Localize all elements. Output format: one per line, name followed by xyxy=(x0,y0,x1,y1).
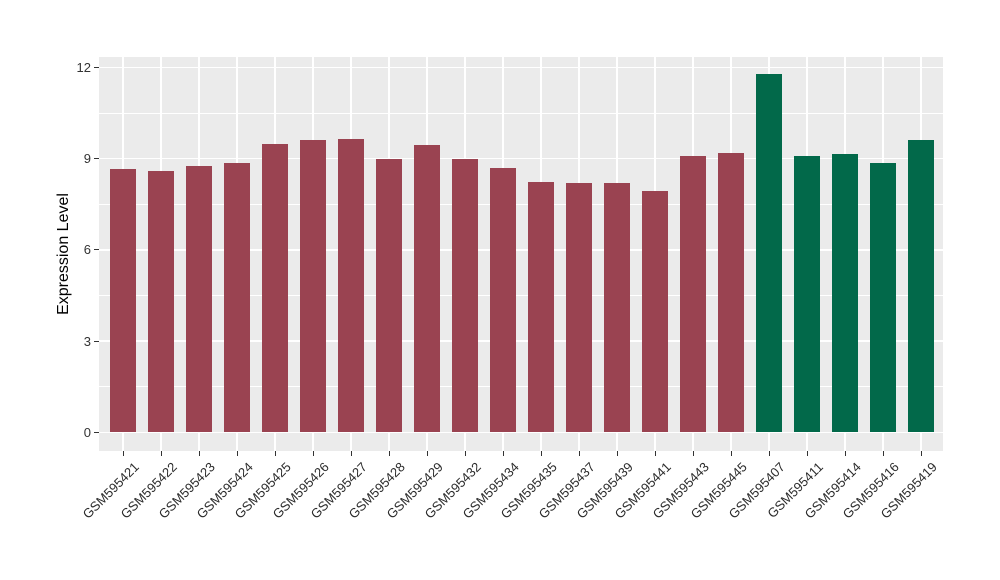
x-tick-mark xyxy=(540,451,542,456)
gridline-major-horizontal xyxy=(99,431,943,434)
bar-GSM595439 xyxy=(604,183,630,433)
gridline-minor-horizontal xyxy=(99,386,943,388)
bar-GSM595424 xyxy=(224,163,250,433)
bar-GSM595425 xyxy=(262,143,288,433)
bar-GSM595414 xyxy=(832,154,858,433)
x-tick-mark xyxy=(616,451,618,456)
bar-GSM595437 xyxy=(566,183,592,433)
gridline-minor-horizontal xyxy=(99,295,943,297)
y-tick-label: 6 xyxy=(83,242,91,258)
gridline-major-horizontal xyxy=(99,157,943,160)
x-tick-mark xyxy=(122,451,124,456)
x-tick-mark xyxy=(312,451,314,456)
bar-GSM595421 xyxy=(110,169,136,433)
bar-GSM595407 xyxy=(756,73,782,433)
bar-GSM595445 xyxy=(718,152,744,433)
y-tick-mark xyxy=(94,432,99,433)
y-tick-label: 0 xyxy=(83,425,91,440)
x-tick-mark xyxy=(692,451,694,456)
bar-GSM595419 xyxy=(908,140,934,433)
y-tick-label: 9 xyxy=(83,151,91,167)
x-tick-mark xyxy=(464,451,466,456)
bar-GSM595422 xyxy=(148,170,174,433)
x-tick-mark xyxy=(274,451,276,456)
y-tick-mark xyxy=(94,340,99,342)
x-tick-mark xyxy=(768,451,770,456)
x-tick-mark xyxy=(160,451,162,456)
x-tick-mark xyxy=(730,451,732,456)
y-tick-label: 12 xyxy=(76,59,91,75)
bar-GSM595434 xyxy=(490,167,516,433)
gridline-major-horizontal xyxy=(99,340,943,342)
y-tick-mark xyxy=(94,66,99,68)
x-tick-mark xyxy=(388,451,390,456)
x-tick-mark xyxy=(806,451,808,456)
bar-GSM595432 xyxy=(452,158,478,433)
bar-GSM595427 xyxy=(338,138,364,433)
bar-GSM595411 xyxy=(794,155,820,433)
x-tick-mark xyxy=(844,451,846,456)
bar-GSM595435 xyxy=(528,181,554,433)
bar-GSM595429 xyxy=(414,145,440,433)
x-tick-mark xyxy=(920,451,922,456)
gridline-minor-horizontal xyxy=(99,112,943,114)
bar-GSM595426 xyxy=(300,140,326,433)
x-tick-mark xyxy=(198,451,200,456)
gridline-major-horizontal xyxy=(99,66,943,69)
plot-panel xyxy=(99,57,943,451)
y-tick-mark xyxy=(94,158,99,160)
bar-GSM595441 xyxy=(642,190,668,433)
bar-GSM595423 xyxy=(186,166,212,433)
x-tick-mark xyxy=(578,451,580,456)
y-tick-mark xyxy=(94,249,99,251)
gridline-major-horizontal xyxy=(99,249,943,251)
y-tick-label: 3 xyxy=(83,333,91,349)
bar-GSM595443 xyxy=(680,155,706,433)
x-tick-mark xyxy=(882,451,884,456)
x-tick-mark xyxy=(654,451,656,456)
x-tick-mark xyxy=(502,451,504,456)
gridline-minor-horizontal xyxy=(99,203,943,205)
bar-GSM595416 xyxy=(870,163,896,433)
x-tick-mark xyxy=(350,451,352,456)
x-tick-mark xyxy=(236,451,238,456)
x-tick-mark xyxy=(426,451,428,456)
bar-GSM595428 xyxy=(376,158,402,433)
